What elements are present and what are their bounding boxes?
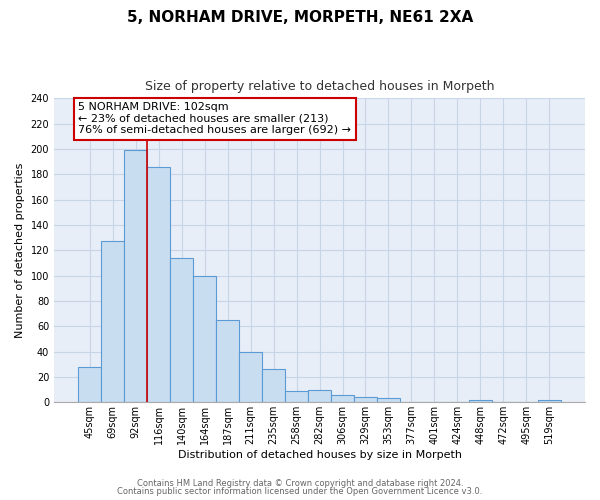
Bar [239, 352, 262, 403]
Bar [285, 391, 308, 402]
Y-axis label: Number of detached properties: Number of detached properties [15, 162, 25, 338]
Bar [538, 400, 561, 402]
Bar [170, 258, 193, 402]
Text: 5, NORHAM DRIVE, MORPETH, NE61 2XA: 5, NORHAM DRIVE, MORPETH, NE61 2XA [127, 10, 473, 25]
Bar [331, 394, 354, 402]
Bar [216, 320, 239, 402]
Bar [469, 400, 492, 402]
X-axis label: Distribution of detached houses by size in Morpeth: Distribution of detached houses by size … [178, 450, 461, 460]
Bar [262, 370, 285, 402]
Bar [124, 150, 147, 402]
Bar [354, 397, 377, 402]
Bar [147, 166, 170, 402]
Bar [78, 367, 101, 402]
Bar [377, 398, 400, 402]
Title: Size of property relative to detached houses in Morpeth: Size of property relative to detached ho… [145, 80, 494, 93]
Text: Contains public sector information licensed under the Open Government Licence v3: Contains public sector information licen… [118, 487, 482, 496]
Text: Contains HM Land Registry data © Crown copyright and database right 2024.: Contains HM Land Registry data © Crown c… [137, 478, 463, 488]
Bar [101, 242, 124, 402]
Text: 5 NORHAM DRIVE: 102sqm
← 23% of detached houses are smaller (213)
76% of semi-de: 5 NORHAM DRIVE: 102sqm ← 23% of detached… [78, 102, 351, 136]
Bar [308, 390, 331, 402]
Bar [193, 276, 216, 402]
